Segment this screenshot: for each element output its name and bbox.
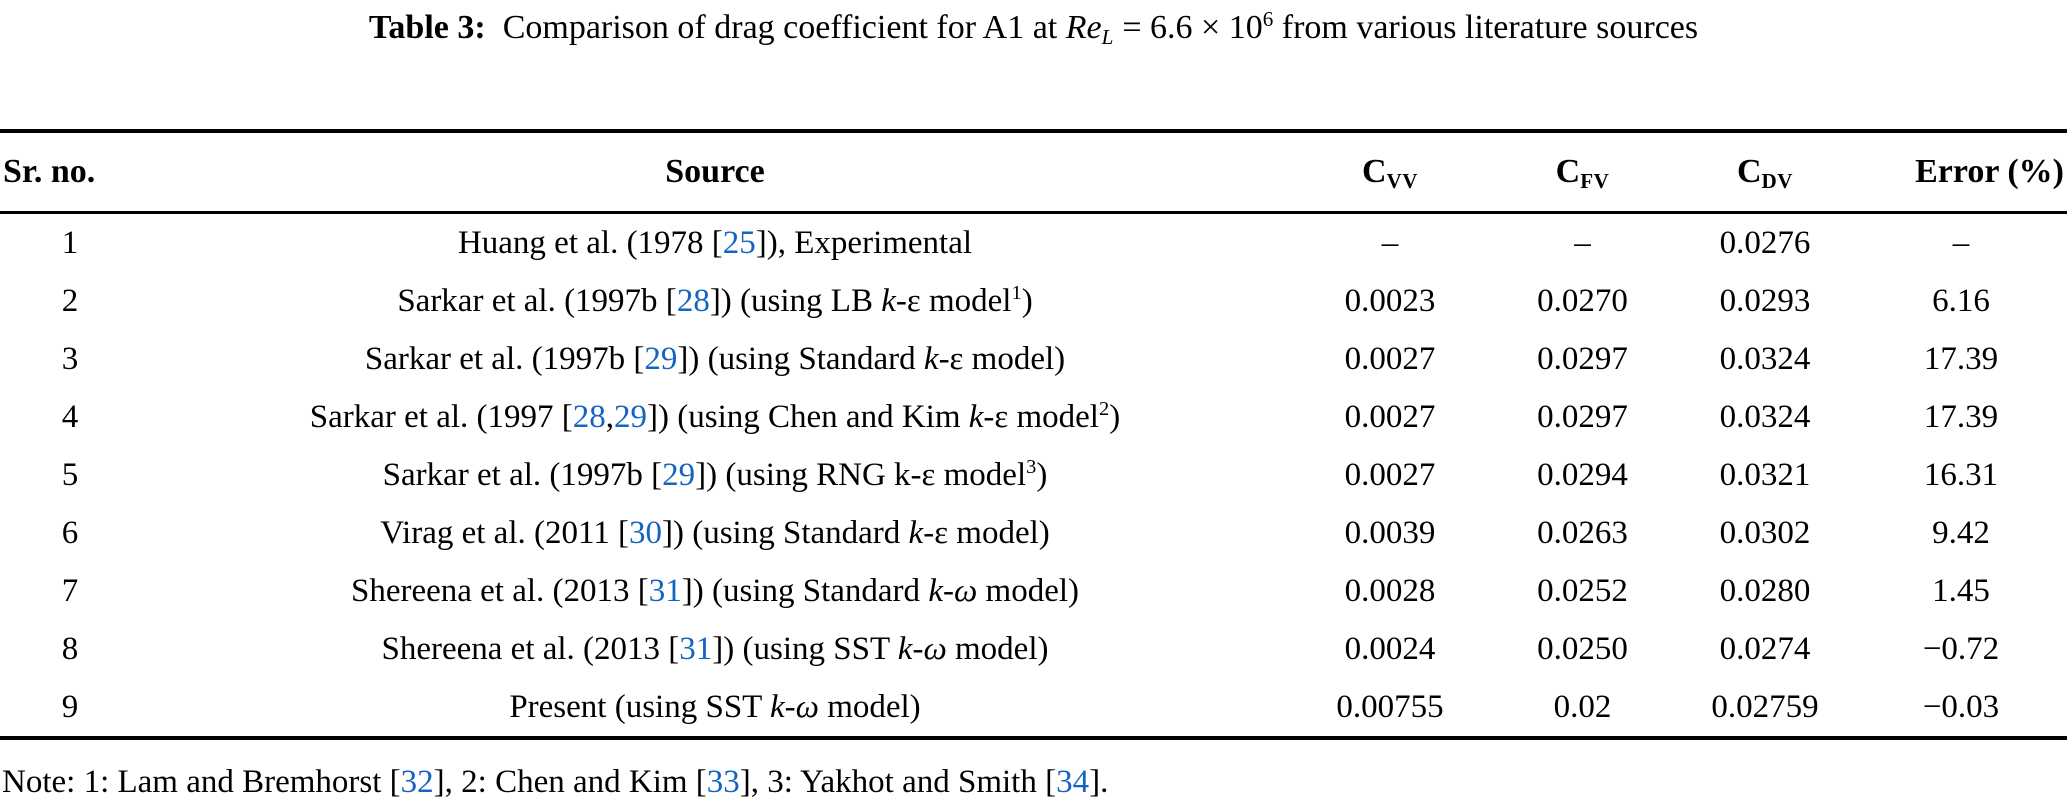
table-body: 1 Huang et al. (1978 [25]), Experimental… <box>0 213 2067 739</box>
cell-cvv: 0.0023 <box>1344 282 1436 319</box>
cell-cfv: 0.0250 <box>1537 630 1628 667</box>
citation-link[interactable]: 31 <box>648 572 682 609</box>
comparison-table: Sr. no. Source CVV CFV CDV Error (%) 1 H… <box>0 129 2067 740</box>
cell-cdv: 0.0280 <box>1719 572 1811 609</box>
cell-cfv: 0.0252 <box>1537 572 1628 609</box>
cell-error: 17.39 <box>1923 340 1999 377</box>
citation-link[interactable]: 31 <box>679 630 713 667</box>
cell-cdv: 0.0293 <box>1719 282 1811 319</box>
cell-cvv: 0.0027 <box>1344 340 1436 377</box>
citation-link[interactable]: 33 <box>706 764 740 800</box>
cell-cvv: 0.0039 <box>1344 514 1436 551</box>
cell-sr-no: 2 <box>61 282 79 319</box>
cell-sr-no: 5 <box>61 456 79 493</box>
cell-cdv: 0.0274 <box>1719 630 1811 667</box>
header-cdv: CDV <box>1675 131 1855 214</box>
table-row: 8 Shereena et al. (2013 [31]) (using SST… <box>0 620 2067 678</box>
cell-sr-no: 7 <box>61 572 79 609</box>
cell-sr-no: 6 <box>61 514 79 551</box>
table-row: 9 Present (using SST k-ω model) 0.00755 … <box>0 678 2067 738</box>
cell-cfv: 0.0297 <box>1537 340 1628 377</box>
cell-cfv: – <box>1574 224 1591 261</box>
header-cfv: CFV <box>1490 131 1675 214</box>
cell-source: Present (using SST k-ω model) <box>509 688 921 725</box>
table-caption: Table 3: Comparison of drag coefficient … <box>368 7 1699 49</box>
cell-error: 9.42 <box>1932 514 1990 551</box>
cell-cfv: 0.0297 <box>1537 398 1628 435</box>
citation-link[interactable]: 29 <box>662 456 696 493</box>
cell-cdv: 0.0302 <box>1719 514 1811 551</box>
cell-cvv: 0.00755 <box>1336 688 1444 725</box>
citation-link[interactable]: 29 <box>644 340 678 377</box>
cell-source: Virag et al. (2011 [30]) (using Standard… <box>380 514 1050 551</box>
cell-error: 6.16 <box>1932 282 1990 319</box>
table-header-row: Sr. no. Source CVV CFV CDV Error (%) <box>0 131 2067 214</box>
cell-sr-no: 3 <box>61 340 79 377</box>
cell-cfv: 0.0270 <box>1537 282 1628 319</box>
cell-cvv: 0.0028 <box>1344 572 1436 609</box>
table-row: 2 Sarkar et al. (1997b [28]) (using LB k… <box>0 272 2067 330</box>
cell-cdv: 0.02759 <box>1711 688 1819 725</box>
cell-sr-no: 4 <box>61 398 79 435</box>
table-note: Note: 1: Lam and Bremhorst [32], 2: Chen… <box>2 764 1109 800</box>
citation-link[interactable]: 34 <box>1056 764 1090 800</box>
header-source: Source <box>140 131 1290 214</box>
citation-link[interactable]: 28 <box>676 282 710 319</box>
header-error: Error (%) <box>1855 131 2067 214</box>
citation-link[interactable]: 28 <box>572 398 606 435</box>
citation-link[interactable]: 32 <box>400 764 434 800</box>
cell-source: Sarkar et al. (1997 [28,29]) (using Chen… <box>309 398 1121 435</box>
table-row: 1 Huang et al. (1978 [25]), Experimental… <box>0 213 2067 273</box>
header-sr-no: Sr. no. <box>0 131 140 214</box>
cell-error: 16.31 <box>1923 456 1999 493</box>
citation-link[interactable]: 25 <box>722 224 756 261</box>
table-row: 3 Sarkar et al. (1997b [29]) (using Stan… <box>0 330 2067 388</box>
cell-sr-no: 8 <box>61 630 79 667</box>
cell-cvv: – <box>1381 224 1399 261</box>
cell-error: – <box>1952 224 1970 261</box>
citation-link[interactable]: 29 <box>614 398 648 435</box>
table-row: 5 Sarkar et al. (1997b [29]) (using RNG … <box>0 446 2067 504</box>
cell-cdv: 0.0276 <box>1719 224 1811 261</box>
cell-error: 17.39 <box>1923 398 1999 435</box>
cell-error: −0.72 <box>1922 630 2000 667</box>
cell-cdv: 0.0324 <box>1719 398 1811 435</box>
cell-source: Sarkar et al. (1997b [28]) (using LB k-ε… <box>397 282 1033 319</box>
cell-sr-no: 9 <box>61 688 79 725</box>
cell-error: −0.03 <box>1922 688 2000 725</box>
table-row: 7 Shereena et al. (2013 [31]) (using Sta… <box>0 562 2067 620</box>
table-row: 4 Sarkar et al. (1997 [28,29]) (using Ch… <box>0 388 2067 446</box>
cell-cdv: 0.0321 <box>1719 456 1811 493</box>
cell-cfv: 0.02 <box>1553 688 1612 725</box>
cell-source: Shereena et al. (2013 [31]) (using SST k… <box>381 630 1049 667</box>
header-cvv: CVV <box>1290 131 1490 214</box>
table-row: 6 Virag et al. (2011 [30]) (using Standa… <box>0 504 2067 562</box>
cell-cfv: 0.0294 <box>1537 456 1628 493</box>
cell-cvv: 0.0024 <box>1344 630 1436 667</box>
cell-error: 1.45 <box>1932 572 1990 609</box>
cell-cdv: 0.0324 <box>1719 340 1811 377</box>
cell-cfv: 0.0263 <box>1537 514 1628 551</box>
cell-source: Sarkar et al. (1997b [29]) (using Standa… <box>364 340 1066 377</box>
cell-cvv: 0.0027 <box>1344 456 1436 493</box>
cell-source: Shereena et al. (2013 [31]) (using Stand… <box>350 572 1080 609</box>
cell-sr-no: 1 <box>61 224 79 261</box>
cell-cvv: 0.0027 <box>1344 398 1436 435</box>
cell-source: Huang et al. (1978 [25]), Experimental <box>457 224 973 261</box>
cell-source: Sarkar et al. (1997b [29]) (using RNG k-… <box>382 456 1048 493</box>
citation-link[interactable]: 30 <box>629 514 662 551</box>
